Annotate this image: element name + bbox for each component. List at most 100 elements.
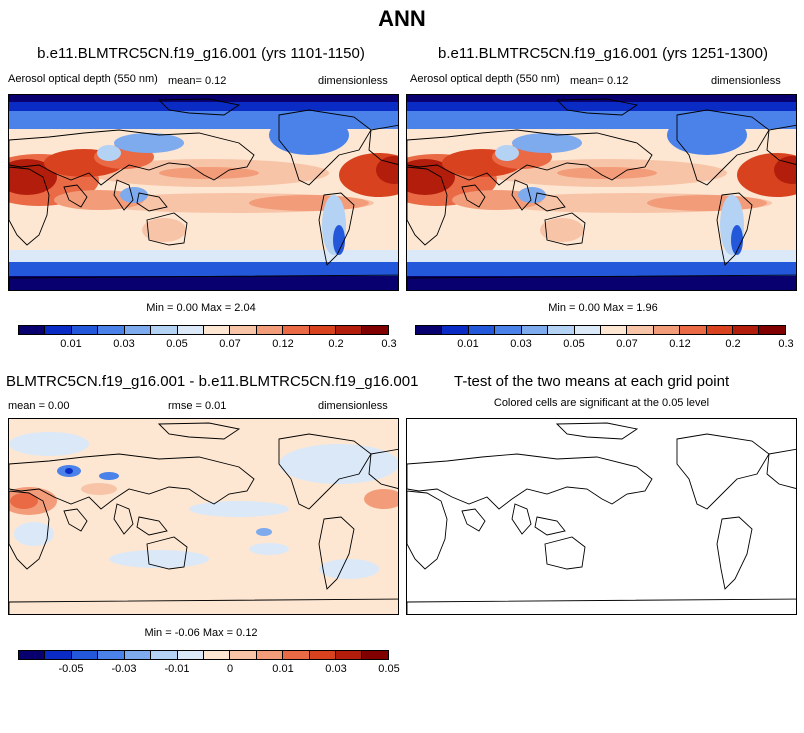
- ticks2-label-1: 0.03: [510, 338, 532, 350]
- map2-coastline-3: [511, 179, 532, 211]
- panel-1-variable: Aerosol optical depth (550 nm): [8, 73, 158, 85]
- map1-field-6: [9, 276, 398, 290]
- map3-coastline-5: [146, 536, 188, 570]
- cbar1-swatch-10: [283, 326, 310, 334]
- map3-field-4: [109, 550, 209, 568]
- map3-coastline-1: [9, 490, 50, 570]
- panel-3-rmse: rmse = 0.01: [168, 400, 227, 412]
- map2-field-20: [667, 115, 747, 155]
- map4-coastline-0: [407, 453, 653, 510]
- map3-field-2: [279, 444, 398, 484]
- map3-coastline-2: [63, 508, 88, 532]
- map2-coastline-1: [407, 166, 448, 246]
- cbar1-swatch-11: [309, 326, 337, 334]
- map4-coastline-6: [676, 433, 770, 510]
- cbar3-swatch-8: [230, 651, 257, 659]
- ticks1-label-2: 0.05: [166, 338, 188, 350]
- map4-field-0: [407, 419, 796, 614]
- ticks2-label-2: 0.05: [563, 338, 585, 350]
- map3-field-11: [81, 483, 117, 495]
- map2-field-22: [731, 225, 743, 255]
- map1-field-5: [9, 262, 398, 276]
- map1-coastline-4: [136, 192, 168, 212]
- map4-coastline-7: [716, 516, 753, 590]
- map2-field-2: [407, 95, 796, 102]
- map2-field-17: [557, 167, 657, 179]
- map2-coastline-9: [555, 98, 639, 116]
- map4-coastline-1: [407, 490, 448, 570]
- map1-svg: [9, 95, 398, 290]
- cbar2-swatch-2: [468, 326, 496, 334]
- cbar3-swatch-0: [19, 651, 46, 659]
- cbar1-swatch-12: [336, 326, 363, 334]
- cbar2-swatch-8: [627, 326, 654, 334]
- map3-field-6: [319, 559, 379, 579]
- panel-2-colorbar: [415, 325, 786, 335]
- ticks2-label-6: 0.3: [778, 338, 794, 350]
- map1-coastline-0: [9, 129, 255, 186]
- map4-svg: [407, 419, 796, 614]
- cbar1-swatch-8: [230, 326, 257, 334]
- panel-1-mean: mean= 0.12: [168, 75, 227, 87]
- panel-2-variable: Aerosol optical depth (550 nm): [410, 73, 560, 85]
- cbar3-swatch-11: [309, 651, 337, 659]
- panel-2-units: dimensionless: [711, 75, 781, 87]
- cbar1-swatch-0: [19, 326, 46, 334]
- map2-coastline-5: [544, 212, 586, 246]
- ticks3-label-6: 0.05: [378, 663, 400, 675]
- map3-field-5: [14, 522, 54, 546]
- map2-coastline-10: [407, 274, 796, 290]
- map4-coastline-10: [407, 598, 796, 614]
- cbar2-swatch-3: [495, 326, 522, 334]
- ticks3-label-0: -0.05: [58, 663, 84, 675]
- map2-field-6: [407, 276, 796, 290]
- panel-2-mean: mean= 0.12: [570, 75, 629, 87]
- map1-coastline-10: [9, 274, 398, 290]
- ticks3-label-4: 0.01: [272, 663, 294, 675]
- ticks3-label-5: 0.03: [325, 663, 347, 675]
- map3-coastline-10: [9, 598, 398, 614]
- cbar3-swatch-6: [177, 651, 204, 659]
- ticks3-label-2: -0.01: [164, 663, 190, 675]
- cbar2-swatch-0: [416, 326, 443, 334]
- cbar2-swatch-7: [600, 326, 628, 334]
- map2-coastline-0: [407, 129, 653, 186]
- map2-field-5: [407, 262, 796, 276]
- panel-3-map: [8, 418, 399, 615]
- ticks1-label-6: 0.3: [381, 338, 397, 350]
- map3-field-14: [65, 468, 73, 474]
- ticks3-label-3: 0: [226, 663, 234, 675]
- cbar3-swatch-2: [71, 651, 99, 659]
- map1-coastline-1: [9, 166, 50, 246]
- cbar2-swatch-4: [521, 326, 549, 334]
- panel-3-colorbar: [18, 650, 389, 660]
- cbar3-swatch-12: [336, 651, 363, 659]
- map4-coastline-2: [461, 508, 486, 532]
- panel-1-colorbar: [18, 325, 389, 335]
- ticks2-label-4: 0.12: [669, 338, 691, 350]
- map4-coastline-8: [766, 448, 796, 489]
- panel-2-minmax: Min = 0.00 Max = 1.96: [548, 302, 658, 314]
- map1-field-23: [142, 218, 186, 242]
- map3-field-10: [364, 489, 398, 509]
- map1-coastline-8: [368, 124, 398, 165]
- map1-coastline-9: [157, 98, 241, 116]
- map2-field-4: [407, 250, 796, 262]
- map3-coastline-3: [113, 503, 134, 535]
- map3-field-7: [249, 543, 289, 555]
- ticks1-label-3: 0.07: [219, 338, 241, 350]
- panel-3-units: dimensionless: [318, 400, 388, 412]
- panel-1-title: b.e11.BLMTRC5CN.f19_g16.001 (yrs 1101-11…: [37, 45, 365, 62]
- cbar2-swatch-5: [548, 326, 575, 334]
- cbar3-swatch-3: [98, 651, 125, 659]
- map1-field-4: [9, 250, 398, 262]
- figure-title: ANN: [378, 6, 426, 31]
- map1-field-13: [97, 145, 121, 161]
- cbar1-swatch-13: [362, 326, 388, 334]
- cbar1-swatch-2: [71, 326, 99, 334]
- map3-coastline-9: [157, 422, 241, 440]
- map1-field-17: [159, 167, 259, 179]
- map2-coastline-6: [676, 109, 770, 186]
- map1-field-20: [269, 115, 349, 155]
- ticks1-label-0: 0.01: [60, 338, 82, 350]
